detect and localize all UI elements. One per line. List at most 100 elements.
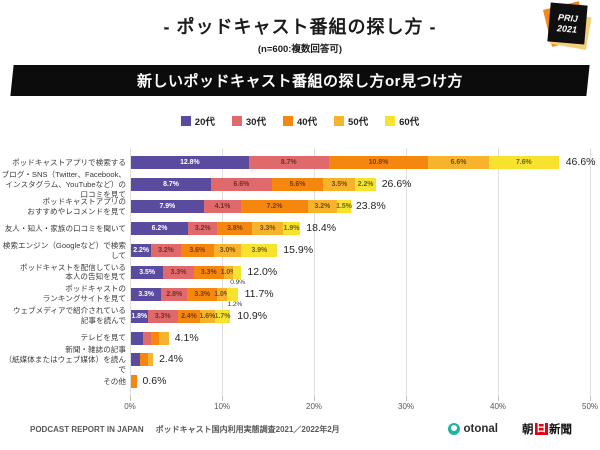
bar-segment: 1.7%	[215, 309, 230, 323]
row-label-line: ポッドキャストを配信している	[19, 262, 126, 272]
bar-segment: 1.0%	[214, 287, 230, 301]
bar-segment: 6.6%	[211, 178, 272, 192]
bar-segment: 3.2%	[151, 244, 181, 257]
footer-logos: otonal 朝 日 新聞	[447, 421, 572, 437]
bar: 2.2% 3.2% 3.6% 3.0% 3.9% 15.9%	[131, 244, 591, 257]
axis-tick-label: 20%	[305, 401, 323, 411]
chart-row: ポッドキャストアプリで検索する 12.8% 8.7% 10.8% 6.6% 7.6% 46.…	[0, 152, 600, 174]
badge-label: PRIJ 2021	[547, 2, 588, 45]
row-label-line: インスタグラム、YouTubeなど）の口コミを見て	[5, 179, 126, 199]
row-label: 新聞・雑誌の記事 （紙媒体またはウェブ媒体）を読んで	[0, 345, 131, 375]
bar-segment	[233, 265, 242, 279]
legend-item: 50代	[334, 114, 368, 128]
prij-2021-badge: PRIJ 2021	[542, 1, 592, 50]
bar-segment: 3.6%	[180, 244, 214, 257]
bar-total-label: 12.0%	[247, 265, 278, 278]
row-label-line: ポッドキャストアプリで検索する	[12, 158, 126, 168]
section-banner: 新しいポッドキャスト番組の探し方or見つけ方	[10, 65, 590, 96]
legend-swatch	[180, 116, 191, 126]
bar-segments: 3.5% 3.3% 3.3% 1.0%	[131, 265, 591, 279]
bar-segment: 5.6%	[271, 178, 324, 192]
legend-item: 40代	[282, 114, 318, 128]
bar-segments: 7.9% 4.1% 7.2% 3.2% 1.5%	[131, 200, 591, 214]
legend-label: 60代	[399, 117, 420, 128]
asahi-chars-3: 新聞	[549, 424, 572, 436]
row-label-line: 本人の告知を見て	[65, 272, 126, 282]
row-label-line: ポッドキャストの	[65, 284, 126, 294]
bar-segment	[131, 353, 141, 367]
row-label-line: ウェブメディアで紹介されている	[12, 306, 126, 316]
chart-row: ポッドキャストアプリの おすすめやレコメンドを見て 7.9% 4.1% 7.2% 3.2%…	[0, 196, 600, 218]
bar-total-label: 15.9%	[283, 244, 314, 256]
row-label-line: 検索エンジン（Googleなど）で検索して	[2, 240, 126, 260]
row-label: ブログ・SNS（Twitter、Facebook、 インスタグラム、YouTube…	[0, 170, 131, 200]
asahi-shimbun-logo: 朝 日 新聞	[522, 421, 572, 437]
bar: 6.2% 3.2% 3.8% 3.3% 1.9% 18.4%	[131, 222, 591, 236]
footer: PODCAST REPORT IN JAPAN ポッドキャスト国内利用実態調査2…	[30, 421, 572, 437]
x-axis: 0% 10% 20% 30% 40% 50%	[124, 395, 598, 416]
bar-segment: 7.2%	[241, 200, 308, 214]
bar-segment: 8.7%	[248, 156, 329, 170]
axis-tick-label: 10%	[213, 401, 231, 411]
asahi-char-1: 朝	[522, 424, 534, 436]
axis-tick-label: 40%	[489, 401, 507, 411]
chart-row: 検索エンジン（Googleなど）で検索して 2.2% 3.2% 3.6% 3.0% 3.9…	[0, 240, 600, 262]
report-name: PODCAST REPORT IN JAPAN	[30, 424, 144, 434]
bar-total-label: 4.1%	[174, 331, 199, 344]
row-label: 検索エンジン（Googleなど）で検索して	[0, 241, 131, 261]
row-label: ポッドキャストの ランキングサイトを見て	[0, 284, 131, 304]
row-label-line: その他	[103, 376, 126, 386]
bar-segment: 7.6%	[488, 156, 559, 170]
bar-total-label: 46.6%	[565, 156, 596, 169]
bar-segments: 6.2% 3.2% 3.8% 3.3% 1.9%	[131, 222, 591, 236]
bar-segment: 10.8%	[328, 156, 429, 170]
bar: 12.8% 8.7% 10.8% 6.6% 7.6% 46.6%	[131, 156, 596, 170]
bar-segment: 8.7%	[131, 178, 212, 192]
bar-segment: 1.8%	[131, 309, 148, 323]
bar-segments: 3.3% 2.8% 3.3% 1.0%	[131, 287, 591, 301]
legend-swatch	[231, 116, 242, 126]
legend-swatch	[385, 116, 396, 126]
bar-segment: 6.6%	[428, 156, 489, 170]
bar-segments: 1.8% 3.3% 2.4% 1.6% 1.7%	[131, 309, 591, 323]
axis-tick	[498, 395, 499, 401]
legend-label: 50代	[348, 117, 369, 128]
chart-rows: ポッドキャストアプリで検索する 12.8% 8.7% 10.8% 6.6% 7.6% 46.…	[0, 152, 600, 393]
chart-row: 新聞・雑誌の記事 （紙媒体またはウェブ媒体）を読んで 2.4%	[0, 345, 600, 374]
row-label: 友人・知人・家族の口コミを聞いて	[0, 224, 131, 234]
bar: 2.4%	[131, 353, 591, 367]
row-label: ポッドキャストアプリの おすすめやレコメンドを見て	[0, 197, 131, 217]
bar-segment	[131, 375, 137, 389]
bar: 7.9% 4.1% 7.2% 3.2% 1.5% 23.8%	[131, 200, 591, 214]
axis-tick-label: 0%	[124, 401, 136, 411]
axis-tick-label: 50%	[581, 401, 599, 411]
row-label: その他	[0, 377, 131, 387]
bar-callout-label: 1.2%	[227, 301, 243, 309]
bar: 1.8% 3.3% 2.4% 1.6% 1.7% 10.9%	[131, 309, 591, 323]
bar: 3.5% 3.3% 3.3% 1.0% 12.0% 0.9%	[131, 265, 591, 286]
legend-label: 40代	[296, 117, 318, 128]
bar-segment: 6.2%	[131, 222, 189, 236]
chart-row: テレビを見て 4.1%	[0, 327, 600, 349]
chart-row: ブログ・SNS（Twitter、Facebook、 インスタグラム、YouTube…	[0, 170, 600, 199]
bar-segment: 2.8%	[161, 287, 188, 301]
axis-tick	[590, 395, 591, 401]
legend-swatch	[282, 116, 293, 126]
bar-segments: 8.7% 6.6% 5.6% 3.5% 2.2%	[131, 178, 591, 192]
bar-segment: 1.6%	[199, 309, 215, 323]
row-label-line: 友人・知人・家族の口コミを聞いて	[4, 223, 126, 233]
row-label-line: 記事を読んで	[80, 316, 126, 326]
bar-segments	[131, 331, 591, 345]
row-label: ポッドキャストアプリで検索する	[0, 158, 131, 168]
bar-segment: 2.4%	[177, 309, 200, 323]
axis-tick	[314, 395, 315, 401]
axis-tick	[406, 395, 407, 401]
bar-total-label: 11.7%	[244, 287, 274, 300]
bar-total-label: 23.8%	[355, 200, 386, 213]
legend-label: 20代	[194, 117, 215, 128]
otonal-logo: otonal	[447, 423, 498, 435]
bar-callout-label: 0.9%	[230, 279, 246, 287]
bar-segment: 3.3%	[193, 265, 224, 279]
bar-total-label: 2.4%	[159, 353, 184, 366]
bar: 3.3% 2.8% 3.3% 1.0% 11.7% 1.2%	[131, 287, 591, 308]
